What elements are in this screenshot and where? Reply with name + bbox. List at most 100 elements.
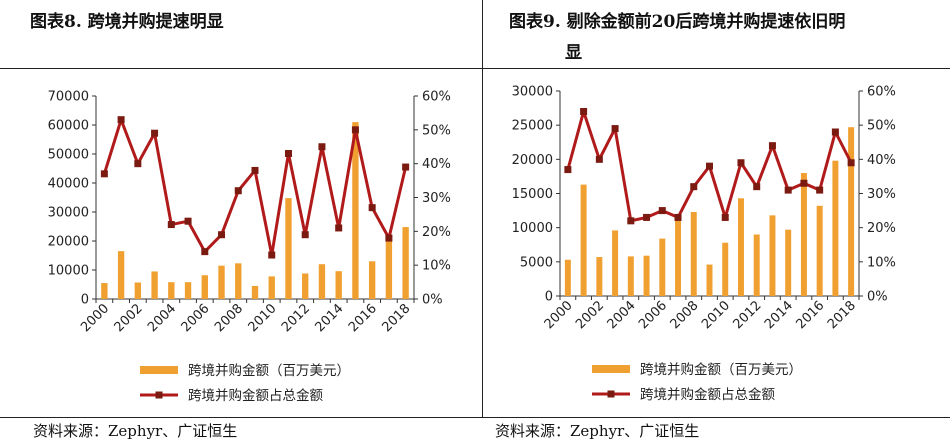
- share-point-2016: [368, 204, 376, 212]
- left-chart-title: 图表8. 跨境并购提速明显: [30, 12, 224, 32]
- bar-2014: [335, 271, 342, 299]
- left-panel: 图表8. 跨境并购提速明显 0 10000 20000 30000 40000 50000…: [30, 12, 451, 440]
- share-point-2018: [847, 159, 855, 167]
- legend-line-label: 跨境并购金额占总金额: [640, 387, 775, 403]
- bar-2015: [800, 173, 807, 296]
- share-point-2012: [301, 231, 309, 239]
- left-chart: 0 10000 20000 30000 40000 50000 60000 70000 0% 10…: [48, 90, 451, 405]
- x-tick-label: 2014: [762, 298, 796, 332]
- share-point-2010: [721, 213, 729, 221]
- bottom-rule: [0, 417, 950, 418]
- share-point-2017: [385, 234, 393, 242]
- right-y-tick-label: 10%: [867, 255, 896, 270]
- bar-2010: [722, 242, 729, 296]
- share-point-2003: [611, 125, 619, 133]
- bar-2018: [848, 127, 855, 296]
- right-y-tick-label: 40%: [867, 153, 896, 168]
- left-source-note: 资料来源：Zephyr、广证恒生: [33, 422, 238, 440]
- left-y-tick-label: 5000: [520, 255, 553, 270]
- share-point-2013: [768, 142, 776, 150]
- bar-2002: [134, 282, 142, 299]
- bar-2005: [643, 255, 650, 296]
- left-y-tick-label: 20000: [48, 235, 89, 250]
- x-tick-label: 2018: [379, 301, 413, 335]
- legend-bar-swatch: [592, 365, 630, 373]
- bar-2009: [251, 285, 259, 299]
- bar-2003: [151, 271, 158, 299]
- x-tick-label: 2012: [279, 301, 313, 335]
- share-point-2006: [658, 207, 666, 215]
- bar-2016: [816, 205, 823, 296]
- x-tick-label: 2004: [605, 298, 639, 332]
- bar-2013: [318, 264, 326, 299]
- share-point-2004: [167, 221, 175, 229]
- bar-2009: [706, 264, 713, 296]
- share-point-2017: [831, 128, 839, 136]
- share-point-2008: [234, 187, 242, 195]
- share-point-2014: [784, 186, 792, 194]
- bar-2005: [184, 282, 192, 299]
- left-y-tick-label: 70000: [48, 90, 89, 105]
- bar-2012: [302, 273, 309, 299]
- share-point-2014: [335, 224, 343, 232]
- share-point-2007: [218, 231, 226, 239]
- right-y-tick-label: 20%: [867, 221, 896, 236]
- bar-2000: [564, 259, 571, 296]
- x-tick-label: 2002: [573, 298, 607, 332]
- left-y-tick-label: 15000: [512, 187, 553, 202]
- bar-2008: [690, 211, 697, 296]
- bar-2001: [580, 184, 587, 296]
- legend-line-label: 跨境并购金额占总金额: [188, 388, 323, 404]
- bar-2002: [596, 257, 603, 296]
- bar-2004: [627, 256, 634, 296]
- share-point-2015: [800, 179, 808, 187]
- share-point-2002: [595, 155, 603, 163]
- bar-2011: [285, 198, 292, 299]
- bar-2013: [769, 215, 776, 296]
- share-point-2007: [674, 213, 682, 221]
- legend-line-marker: [155, 391, 163, 399]
- share-point-2009: [251, 166, 259, 174]
- bar-2003: [612, 230, 619, 296]
- legend-bar-label: 跨境并购金额（百万美元）: [640, 362, 802, 378]
- right-y-tick-label: 10%: [422, 259, 451, 274]
- legend-bar-swatch: [140, 366, 178, 374]
- bar-2000: [101, 283, 108, 299]
- share-point-2000: [100, 170, 108, 178]
- bar-2010: [268, 276, 275, 299]
- share-point-2004: [627, 217, 635, 225]
- left-y-tick-label: 40000: [48, 177, 89, 192]
- left-y-tick-label: 10000: [512, 221, 553, 236]
- right-y-tick-label: 50%: [422, 123, 451, 138]
- left-y-tick-label: 0: [81, 293, 89, 308]
- x-tick-label: 2016: [346, 301, 380, 335]
- x-tick-label: 2014: [313, 301, 347, 335]
- x-tick-label: 2006: [179, 301, 213, 335]
- share-point-2010: [268, 251, 276, 259]
- x-tick-label: 2008: [212, 301, 246, 335]
- share-point-2003: [151, 129, 159, 137]
- bar-2001: [117, 251, 125, 299]
- x-tick-label: 2016: [793, 298, 827, 332]
- left-y-tick-label: 30000: [48, 206, 89, 221]
- share-point-2001: [117, 116, 125, 124]
- left-y-tick-label: 60000: [48, 119, 89, 134]
- share-point-2009: [706, 162, 713, 170]
- bar-2017: [832, 160, 839, 296]
- right-y-tick-label: 40%: [422, 157, 451, 172]
- right-chart-title-line2: 显: [565, 43, 582, 63]
- share-point-2005: [184, 217, 192, 225]
- left-y-tick-label: 30000: [512, 85, 553, 100]
- right-source-note: 资料来源：Zephyr、广证恒生: [495, 422, 700, 440]
- right-panel: 图表9. 剔除金额前20后跨境并购提速依旧明 显 0 5000 10000 15000…: [475, 0, 950, 447]
- right-y-tick-label: 30%: [422, 191, 451, 206]
- x-tick-label: 2012: [731, 298, 765, 332]
- left-y-tick-label: 10000: [48, 264, 89, 279]
- bar-2007: [675, 215, 682, 296]
- x-tick-label: 2010: [699, 298, 733, 332]
- right-chart-title-line1: 图表9. 剔除金额前20后跨境并购提速依旧明: [509, 12, 846, 32]
- panel-divider: [482, 0, 483, 417]
- x-tick-label: 2018: [825, 298, 859, 332]
- legend-line-marker: [607, 390, 615, 398]
- right-y-tick-label: 60%: [422, 90, 451, 105]
